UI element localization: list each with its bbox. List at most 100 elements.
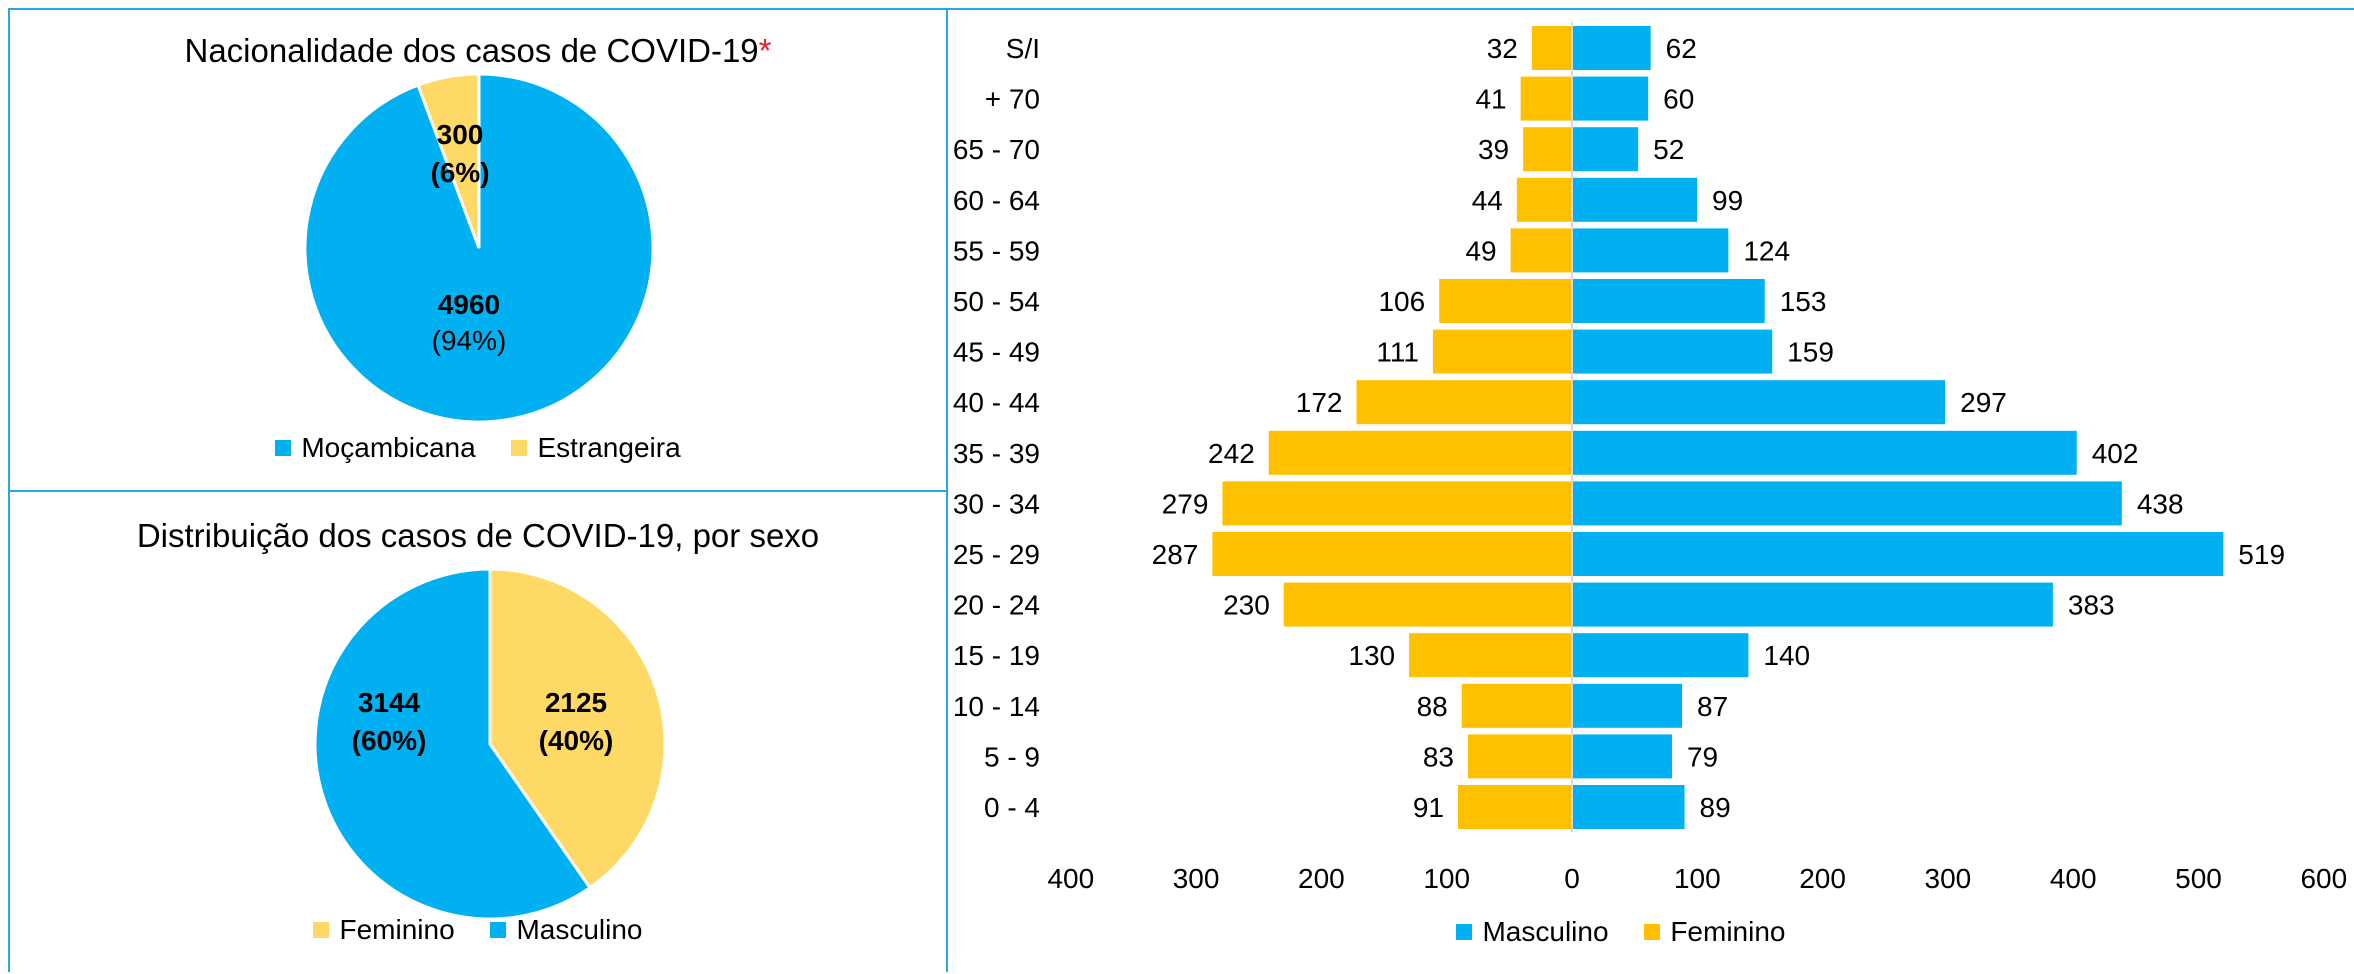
bar-feminino — [1356, 380, 1572, 425]
bar-feminino — [1468, 734, 1572, 779]
age-category-label: S/I — [1006, 33, 1040, 64]
age-category-label: + 70 — [985, 84, 1040, 115]
age-category-label: 25 - 29 — [953, 539, 1040, 570]
data-label-feminino: 49 — [1465, 235, 1496, 266]
bar-feminino — [1283, 582, 1572, 627]
legend-label-feminino: Feminino — [339, 914, 455, 945]
age-category-label: 30 - 34 — [953, 488, 1040, 519]
data-label-masculino: 140 — [1763, 640, 1810, 671]
data-label-feminino: 106 — [1378, 286, 1425, 317]
data-label-masculino: 159 — [1787, 337, 1834, 368]
age-pyramid-panel: S/I 32 62 + 70 41 60 65 - 70 39 52 60 - 64 44 99 55 … — [946, 8, 2354, 972]
data-label-feminino: 91 — [1413, 792, 1444, 823]
pie-percent-label-mocambicana: (94%) — [432, 325, 507, 356]
x-tick-label: 500 — [2175, 863, 2222, 894]
nationality-legend: Moçambicana Estrangeira — [10, 432, 946, 464]
age-category-label: 10 - 14 — [953, 691, 1040, 722]
x-tick-label: 200 — [1799, 863, 1846, 894]
bar-feminino — [1439, 279, 1572, 323]
data-label-masculino: 519 — [2238, 539, 2285, 570]
data-label-feminino: 230 — [1223, 590, 1270, 621]
sex-pie: 2125 (40%) 3144 (60%) — [313, 567, 667, 921]
bar-feminino — [1409, 633, 1572, 678]
bar-masculino — [1573, 430, 2077, 475]
asterisk-marker: * — [758, 32, 772, 69]
pie-percent-label-estrangeira: (6%) — [430, 157, 489, 188]
data-label-feminino: 242 — [1208, 438, 1255, 469]
x-tick-label: 400 — [2050, 863, 2097, 894]
x-tick-label: 300 — [1925, 863, 1972, 894]
age-pyramid-chart: S/I 32 62 + 70 41 60 65 - 70 39 52 60 - 64 44 99 55 … — [953, 22, 2347, 894]
data-label-feminino: 44 — [1472, 185, 1503, 216]
bar-feminino — [1457, 785, 1572, 829]
legend-label-masculino-bar: Masculino — [1482, 916, 1609, 947]
age-category-label: 55 - 59 — [953, 235, 1040, 266]
data-label-masculino: 52 — [1653, 134, 1684, 165]
bar-masculino — [1573, 532, 2224, 576]
legend-swatch-masculino-bar — [1456, 923, 1473, 940]
age-category-label: 5 - 9 — [984, 741, 1040, 772]
age-category-label: 65 - 70 — [953, 134, 1040, 165]
bar-feminino — [1520, 76, 1572, 121]
legend-item-estrangeira: Estrangeira — [511, 432, 681, 463]
data-label-masculino: 297 — [1960, 387, 2007, 418]
bar-masculino — [1573, 127, 1639, 172]
age-category-label: 40 - 44 — [953, 387, 1040, 418]
pie-value-label-mocambicana: 4960 — [438, 289, 500, 320]
age-category-label: 15 - 19 — [953, 640, 1040, 671]
legend-label-masculino: Masculino — [516, 914, 643, 945]
legend-label-feminino-bar: Feminino — [1670, 916, 1786, 947]
bar-feminino — [1516, 177, 1572, 222]
data-label-masculino: 87 — [1697, 691, 1728, 722]
data-label-masculino: 79 — [1687, 741, 1718, 772]
bar-masculino — [1573, 228, 1729, 273]
x-tick-label: 100 — [1674, 863, 1721, 894]
bar-masculino — [1573, 177, 1698, 222]
sex-legend: Feminino Masculino — [10, 914, 946, 946]
bar-feminino — [1461, 683, 1572, 728]
nationality-pie: 4960 (94%) 300 (6%) — [303, 72, 655, 424]
pie-value-label-masculino: 3144 — [358, 687, 421, 718]
bar-masculino — [1573, 785, 1685, 829]
pie-slice-feminino — [488, 567, 667, 890]
bar-masculino — [1573, 76, 1649, 121]
bar-masculino — [1573, 279, 1765, 323]
data-label-masculino: 60 — [1663, 84, 1694, 115]
nationality-chart-panel: Nacionalidade dos casos de COVID-19* 496… — [8, 8, 948, 492]
data-label-masculino: 383 — [2068, 590, 2115, 621]
bar-masculino — [1573, 633, 1749, 678]
data-label-feminino: 279 — [1162, 488, 1209, 519]
legend-item-masculino: Masculino — [490, 914, 643, 945]
data-label-masculino: 124 — [1743, 235, 1790, 266]
bar-feminino — [1432, 329, 1572, 374]
bar-masculino — [1573, 683, 1683, 728]
bar-masculino — [1573, 734, 1672, 779]
legend-item-feminino: Feminino — [313, 914, 455, 945]
bar-feminino — [1523, 127, 1572, 172]
bar-masculino — [1573, 329, 1773, 374]
pie-slice-estrangeira — [416, 72, 481, 249]
bar-feminino — [1212, 532, 1572, 576]
pie-value-label-feminino: 2125 — [545, 687, 607, 718]
data-label-feminino: 32 — [1487, 33, 1518, 64]
legend-swatch-feminino-bar — [1644, 923, 1661, 940]
data-label-feminino: 41 — [1475, 84, 1506, 115]
pie-slice-masculino — [313, 567, 592, 921]
data-label-masculino: 402 — [2092, 438, 2139, 469]
bar-masculino — [1573, 582, 2053, 627]
x-tick-label: 400 — [1047, 863, 1094, 894]
data-label-feminino: 88 — [1417, 691, 1448, 722]
bar-masculino — [1573, 26, 1651, 70]
age-category-label: 0 - 4 — [984, 792, 1040, 823]
legend-label-estrangeira: Estrangeira — [537, 432, 681, 463]
legend-item-mocambicana: Moçambicana — [275, 432, 476, 463]
pyramid-legend: Masculino Feminino — [888, 916, 2354, 948]
sex-chart-panel: Distribuição dos casos de COVID-19, por … — [8, 490, 948, 972]
bar-feminino — [1268, 430, 1572, 475]
legend-item-feminino-bar: Feminino — [1644, 916, 1786, 947]
legend-item-masculino-bar: Masculino — [1456, 916, 1609, 947]
age-category-label: 50 - 54 — [953, 286, 1040, 317]
pie-percent-label-masculino: (60%) — [352, 725, 427, 756]
pie-percent-label-feminino: (40%) — [539, 725, 614, 756]
x-tick-label: 300 — [1173, 863, 1220, 894]
